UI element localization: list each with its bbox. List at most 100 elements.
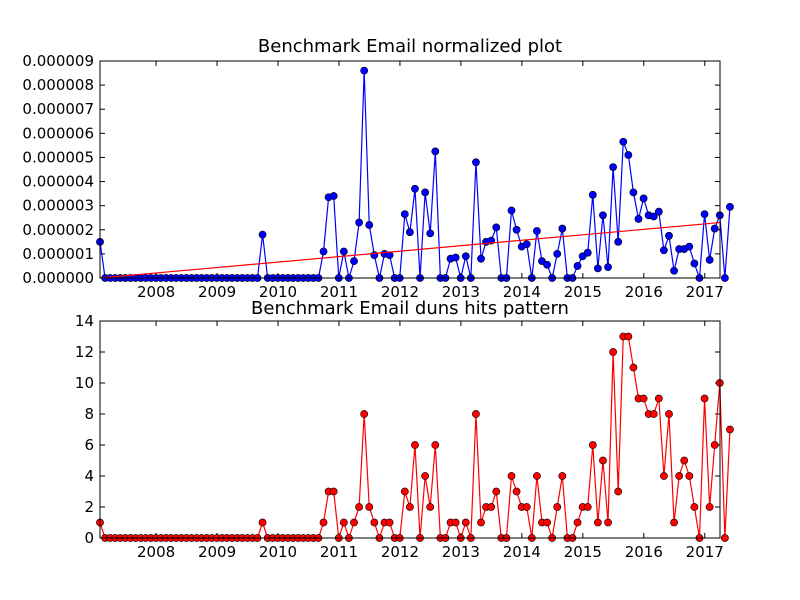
data-point [507, 206, 516, 215]
data-point [400, 487, 409, 496]
data-point [583, 503, 592, 511]
data-point [411, 184, 419, 193]
data-point [355, 503, 363, 511]
data-point [339, 518, 348, 527]
data-point [385, 518, 394, 527]
data-point [553, 503, 562, 511]
y-tick-label: 2 [84, 498, 94, 516]
data-point [720, 534, 729, 542]
y-tick-label: 0.000006 [22, 124, 94, 142]
data-point [573, 518, 582, 527]
y-tick-label: 0.000003 [22, 197, 94, 215]
data-point [319, 247, 328, 256]
x-tick-label: 2014 [503, 283, 541, 301]
data-point [533, 227, 541, 235]
data-point [665, 231, 673, 240]
y-tick-label: 0.000001 [22, 245, 94, 263]
data-point [258, 230, 267, 239]
data-point [258, 518, 267, 527]
y-tick-label: 10 [75, 374, 94, 392]
x-tick-label: 2008 [137, 283, 175, 301]
data-point [370, 518, 379, 527]
x-tick-label: 2011 [320, 543, 358, 561]
data-point [629, 188, 638, 197]
data-point [360, 66, 369, 75]
data-point [599, 211, 607, 220]
data-point [609, 163, 618, 171]
data-point [533, 472, 541, 480]
data-point [355, 218, 363, 227]
data-point [685, 242, 694, 251]
x-tick-label: 2014 [503, 543, 541, 561]
y-tick-label: 8 [84, 405, 94, 423]
data-point [690, 259, 699, 268]
data-point [492, 487, 501, 496]
data-point [639, 394, 648, 403]
data-point [726, 425, 734, 434]
data-point [654, 394, 663, 403]
data-point [665, 410, 673, 418]
data-point [451, 253, 460, 262]
y-tick-label: 4 [84, 467, 94, 485]
data-point [461, 518, 470, 527]
data-point [553, 249, 562, 258]
x-tick-label: 2017 [686, 283, 724, 301]
data-point [726, 202, 734, 211]
data-point [421, 188, 430, 197]
data-point [431, 441, 440, 449]
data-point [431, 147, 440, 156]
data-point [360, 410, 369, 418]
y-tick-label: 6 [84, 436, 94, 454]
y-tick-label: 0.000009 [22, 52, 94, 70]
data-point [604, 518, 612, 527]
data-point [700, 210, 709, 219]
data-point [329, 487, 338, 496]
x-tick-label: 2008 [137, 543, 175, 561]
data-point [472, 410, 480, 418]
y-tick-label: 0 [84, 529, 94, 547]
data-point [405, 228, 414, 237]
data-point [720, 274, 729, 282]
x-tick-label: 2009 [198, 283, 236, 301]
data-point [670, 518, 678, 527]
data-point [573, 262, 582, 270]
data-point [558, 472, 567, 480]
duns-hits-panel: Benchmark Email duns hits pattern 2008 200… [75, 298, 734, 561]
data-point [522, 240, 531, 249]
data-point [700, 394, 709, 403]
x-tick-label: 2013 [442, 543, 480, 561]
y-tick-label: 0.000002 [22, 221, 94, 239]
data-point [477, 254, 485, 263]
plot-frame [99, 320, 721, 539]
y-tick-label: 14 [75, 312, 94, 330]
data-point [614, 237, 623, 246]
data-point [477, 518, 485, 527]
data-point [426, 503, 435, 511]
data-point [593, 518, 602, 527]
data-point [685, 472, 694, 480]
data-point [593, 264, 602, 273]
data-point [543, 260, 551, 269]
data-point [634, 215, 643, 223]
data-point [385, 251, 394, 259]
data-point [660, 246, 668, 255]
data-point [609, 348, 618, 356]
x-tick-label: 2012 [381, 283, 419, 301]
x-tick-label: 2016 [625, 283, 663, 301]
data-point [365, 221, 374, 229]
x-tick-label: 2010 [259, 543, 297, 561]
data-point [522, 503, 531, 511]
y-tick-label: 0.000004 [22, 173, 94, 191]
data-point [660, 472, 668, 480]
data-point [350, 257, 358, 266]
data-point [329, 192, 338, 200]
data-point [512, 487, 521, 496]
x-tick-label: 2013 [442, 283, 480, 301]
data-point [614, 487, 623, 496]
data-point [619, 137, 628, 146]
data-point [680, 456, 689, 465]
data-point [639, 194, 648, 203]
trend-line [99, 221, 721, 279]
data-point [487, 503, 496, 511]
